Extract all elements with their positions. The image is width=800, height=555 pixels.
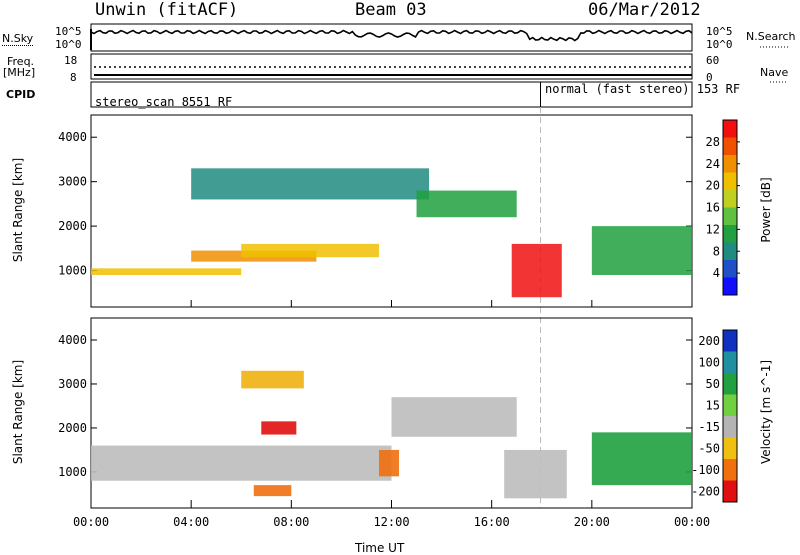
velocity-colorbar-tick-label: 15: [706, 398, 720, 412]
freq-unit-label: [MHz]: [3, 66, 36, 79]
velocity-cell: [261, 421, 297, 435]
nsearch-tick-bottom: 10^0: [706, 38, 733, 51]
xtick-label: 00:00: [73, 515, 109, 529]
velocity-colorbar-segment: [723, 394, 737, 416]
power-colorbar-segment: [723, 207, 737, 225]
vel-ytick-label: 4000: [58, 333, 87, 347]
cpid-segment-2: normal (fast stereo) 153 RF: [545, 82, 741, 96]
velocity-colorbar-segment: [723, 437, 737, 459]
power-colorbar-title: Power [dB]: [759, 177, 773, 243]
power-colorbar-tick-label: 12: [706, 222, 720, 236]
velocity-colorbar-segment: [723, 480, 737, 502]
velocity-colorbar-tick-label: 200: [698, 334, 720, 348]
xtick-label: 08:00: [273, 515, 309, 529]
velocity-colorbar-title: Velocity [m s^-1]: [759, 359, 773, 465]
velocity-colorbar-tick-label: -15: [698, 420, 720, 434]
power-ytick-label: 4000: [58, 130, 87, 144]
beam-label: Beam 03: [355, 0, 427, 20]
power-colorbar-tick-label: 8: [713, 244, 720, 258]
power-colorbar-segment: [723, 242, 737, 260]
xtick-label: 16:00: [474, 515, 510, 529]
velocity-colorbar-segment: [723, 373, 737, 395]
power-colorbar-segment: [723, 137, 737, 155]
power-cell: [591, 226, 692, 275]
nsky-tick-top: 10^5: [55, 25, 82, 38]
velocity-colorbar-tick-label: -200: [691, 484, 720, 498]
power-ytick-label: 1000: [58, 264, 87, 278]
vel-ytick-label: 3000: [58, 377, 87, 391]
power-colorbar-tick-label: 24: [706, 157, 720, 171]
nsky-tick-bottom: 10^0: [55, 38, 82, 51]
nsky-label: N.Sky: [2, 32, 34, 46]
power-colorbar-segment: [723, 155, 737, 173]
vel-ytick-label: 2000: [58, 421, 87, 435]
chart-title: Unwin (fitACF): [95, 0, 239, 20]
power-cell: [511, 243, 562, 298]
date-label: 06/Mar/2012: [588, 0, 701, 20]
xtick-label: 00:00: [674, 515, 710, 529]
velocity-cell: [504, 449, 567, 499]
nsearch-tick-top: 10^5: [706, 25, 733, 38]
cpid-panel-frame: [90, 81, 693, 108]
freq-tick-bottom: 8: [70, 71, 77, 84]
power-colorbar-segment: [723, 277, 737, 295]
nsky-panel-frame: [90, 23, 693, 52]
power-ytick-label: 2000: [58, 219, 87, 233]
velocity-colorbar-segment: [723, 416, 737, 438]
velocity-cell: [391, 397, 517, 437]
velocity-cell: [253, 485, 292, 497]
power-colorbar-segment: [723, 120, 737, 138]
velocity-cell: [591, 432, 692, 486]
cpid-segment-1: stereo_scan 8551 RF: [95, 95, 233, 109]
power-colorbar-segment: [723, 172, 737, 190]
power-colorbar-tick-label: 20: [706, 179, 720, 193]
power-colorbar-segment: [723, 260, 737, 278]
velocity-cell: [91, 445, 392, 481]
velocity-colorbar-tick-label: 50: [706, 377, 720, 391]
nsky-series-line: [90, 29, 693, 42]
nsearch-label: N.Search: [746, 30, 796, 43]
velocity-colorbar-segment: [723, 351, 737, 373]
power-colorbar-tick-label: 4: [713, 266, 720, 280]
xtick-label: 04:00: [173, 515, 209, 529]
velocity-colorbar-tick-label: -100: [691, 463, 720, 477]
power-cell: [91, 268, 242, 275]
power-colorbar-tick-label: 16: [706, 201, 720, 215]
xtick-label: 12:00: [373, 515, 409, 529]
freq-tick-top: 18: [64, 54, 78, 67]
velocity-cell: [241, 370, 304, 389]
power-cell: [416, 190, 517, 218]
power-ytick-label: 3000: [58, 175, 87, 189]
nave-label: Nave: [760, 66, 789, 79]
vel-ytick-label: 1000: [58, 465, 87, 479]
power-colorbar-segment: [723, 225, 737, 243]
cpid-label: CPID: [6, 88, 36, 101]
x-axis-title: Time UT: [355, 541, 405, 555]
velocity-colorbar-tick-label: -50: [698, 441, 720, 455]
velocity-colorbar-segment: [723, 330, 737, 352]
power-colorbar-tick-label: 28: [706, 135, 720, 149]
velocity-colorbar-tick-label: 100: [698, 355, 720, 369]
power-panel-frame: [90, 114, 693, 308]
power-cell: [241, 243, 379, 258]
velocity-colorbar-segment: [723, 459, 737, 481]
power-cell: [191, 168, 430, 200]
freq-panel-frame: [90, 53, 693, 80]
y-axis-title-power: Slant Range [km]: [11, 157, 25, 263]
xtick-label: 20:00: [574, 515, 610, 529]
nave-tick-top: 60: [706, 54, 720, 67]
nave-tick-bottom: 0: [706, 71, 713, 84]
freq-label: Freq.: [7, 55, 35, 68]
velocity-cell: [378, 449, 400, 477]
velocity-colorbar-frame: [722, 329, 738, 503]
y-axis-title-velocity: Slant Range [km]: [11, 359, 25, 465]
power-colorbar-segment: [723, 190, 737, 208]
